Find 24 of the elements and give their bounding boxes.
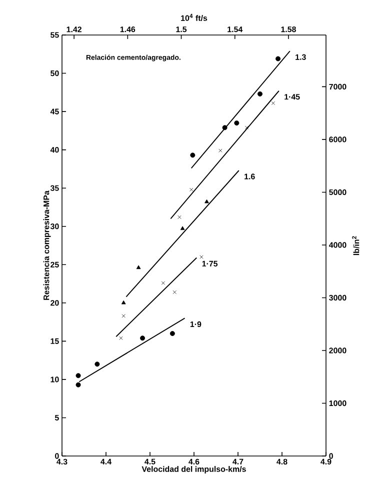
point <box>222 125 228 130</box>
point <box>200 255 204 259</box>
point <box>204 199 209 204</box>
point <box>234 120 240 126</box>
point <box>76 373 81 378</box>
point <box>172 290 176 294</box>
point <box>121 300 126 304</box>
point <box>218 148 222 152</box>
point <box>271 101 276 105</box>
point <box>140 336 146 341</box>
point <box>161 281 166 285</box>
point <box>119 336 123 340</box>
point <box>94 362 100 367</box>
point <box>170 331 175 336</box>
point <box>276 56 281 62</box>
point <box>244 126 249 130</box>
point <box>190 152 196 158</box>
point <box>180 226 185 230</box>
point <box>136 265 141 270</box>
point <box>122 314 126 318</box>
point <box>190 188 194 192</box>
point <box>178 215 182 219</box>
point <box>76 382 81 388</box>
point <box>258 91 262 96</box>
